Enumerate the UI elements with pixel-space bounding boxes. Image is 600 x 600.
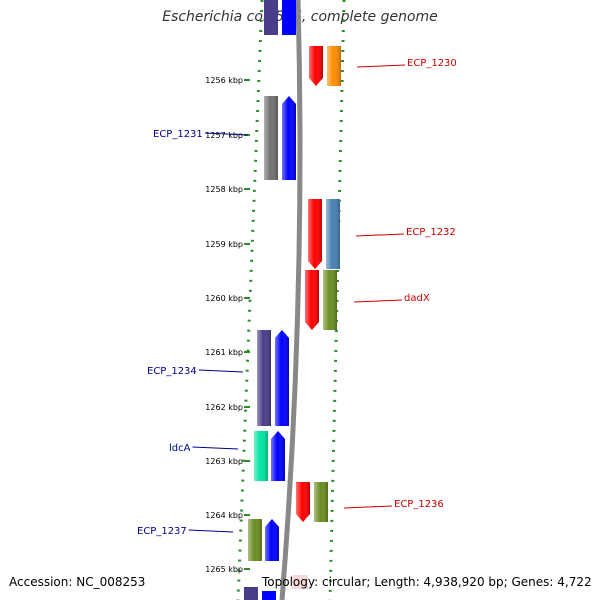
gene-label[interactable]: ECP_1236 [394,499,444,510]
gene-leader-line [343,505,393,509]
gene-label[interactable]: ECP_1234 [147,366,197,377]
gene-leader-line [355,233,405,237]
gene-feature[interactable]: ECP_1237 [137,519,279,561]
strand-arrow-shade [271,431,285,481]
gene-feature[interactable]: ECP_1231 [153,96,296,180]
gene-label[interactable]: ECP_1230 [407,58,457,69]
genome-backbone [279,0,303,600]
cog-block-shade [326,199,340,269]
gene-fragment-top [282,0,296,35]
axis-ticks: 1256 kbp 1257 kbp 1258 kbp 1259 kbp 1260 kbp… [205,76,250,574]
strand-arrow-shade [296,482,310,522]
gene-label[interactable]: dadX [404,293,430,304]
tick-label: 1260 kbp [205,294,243,303]
tick-label: 1261 kbp [205,348,243,357]
gene-leader-line [192,446,239,450]
tick-label: 1263 kbp [205,457,243,466]
strand-arrow-shade [308,199,322,269]
gene-leader-line [198,369,244,373]
strand-arrow-shade [265,519,279,561]
gene-feature[interactable]: ECP_1234 [147,330,289,426]
gene-leader-line [204,132,249,136]
cog-block-shade [323,270,337,330]
accession-text: Accession: NC_008253 [9,575,146,589]
tick-label: 1259 kbp [205,240,243,249]
backbone-highlight [292,575,308,589]
gene-label[interactable]: ECP_1232 [406,227,456,238]
cog-block-shade [327,46,341,86]
gene-label[interactable]: ECP_1237 [137,526,187,537]
gene-leader-line [356,64,406,68]
strand-arrow-shade [309,46,323,86]
cog-block-shade [257,330,271,426]
gene-label[interactable]: ldcA [169,443,191,454]
cog-block-shade [314,482,328,522]
cog-block-shade [254,431,268,481]
cog-block-shade [264,96,278,180]
cog-block-shade [248,519,262,561]
gene-feature[interactable]: dadX [305,270,430,330]
tick-label: 1258 kbp [205,185,243,194]
gene-fragment-bottom [262,591,276,600]
strand-arrow-shade [305,270,319,330]
dotted-track-left [236,0,264,600]
gene-feature[interactable]: ECP_1236 [296,482,444,522]
tick-label: 1265 kbp [205,565,243,574]
tick-label: 1262 kbp [205,403,243,412]
gene-fragment-top [264,0,278,35]
gene-leader-line [353,299,403,303]
gene-feature[interactable]: ECP_1230 [309,46,457,86]
gene-track: ECP_1230 ECP_1231 ECP_1232 dadX ECP_1234 ldcA… [137,0,457,600]
gene-label[interactable]: ECP_1231 [153,129,203,140]
tick-label: 1264 kbp [205,511,243,520]
strand-arrow-shade [282,96,296,180]
gene-leader-line [188,529,234,533]
tick-label: 1256 kbp [205,76,243,85]
strand-arrow-shade [275,330,289,426]
tick-label: 1257 kbp [205,131,243,140]
gene-feature[interactable]: ldcA [169,431,285,481]
gene-feature[interactable]: ECP_1232 [308,199,456,269]
gene-fragment-bottom [244,587,258,600]
topology-text: Topology: circular; Length: 4,938,920 bp… [262,575,592,589]
